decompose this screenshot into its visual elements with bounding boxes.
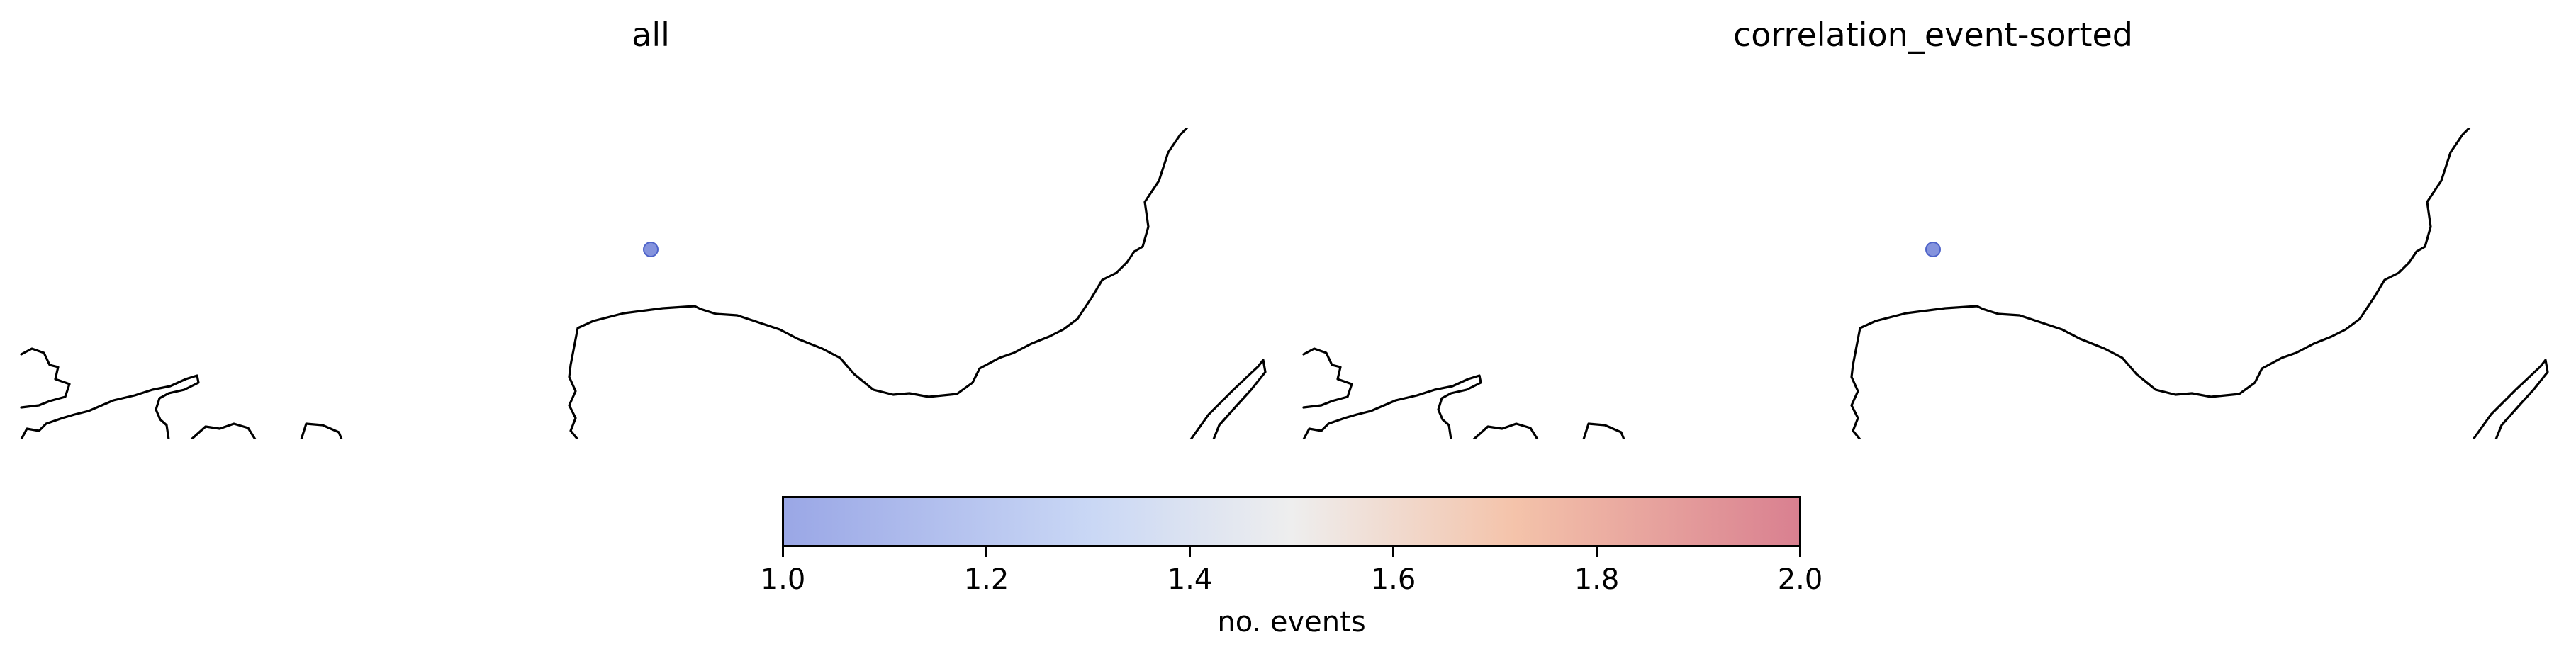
colorbar-tick-label: 1.0 [760, 563, 806, 596]
colorbar-tick [1799, 547, 1801, 557]
coastline-group [1302, 128, 2549, 439]
colorbar-tick-label: 1.4 [1167, 563, 1213, 596]
coastline-west [20, 374, 200, 439]
coastline-west-islands [20, 347, 71, 409]
panel-title-all: all [632, 16, 670, 54]
colorbar-tick [1189, 547, 1191, 557]
coastline-west-coast2 [1472, 422, 1539, 439]
colorbar-tick [1596, 547, 1598, 557]
coastline-group [20, 128, 1267, 439]
event-marker [1925, 242, 1941, 257]
coastline-main [568, 128, 1189, 439]
colorbar-tick [782, 547, 784, 557]
colorbar-tick [985, 547, 987, 557]
coastline-east-spit [2472, 359, 2549, 439]
colorbar-tick [1392, 547, 1394, 557]
map-panel-correlation [1302, 128, 2549, 439]
coastline-west-coast3 [300, 422, 343, 439]
coastline-west [1302, 374, 1482, 439]
colorbar-tick-label: 1.8 [1574, 563, 1620, 596]
coastline-west-coast2 [190, 422, 257, 439]
coastline-west-islands [1302, 347, 1353, 409]
coastline-east-spit [1189, 359, 1267, 439]
colorbar-label: no. events [1217, 606, 1366, 638]
colorbar-tick-label: 2.0 [1777, 563, 1823, 596]
map-panel-all [20, 128, 1267, 439]
coastline-west-coast3 [1582, 422, 1625, 439]
colorbar [782, 496, 1801, 547]
colorbar-tick-label: 1.6 [1370, 563, 1416, 596]
colorbar-tick-label: 1.2 [963, 563, 1009, 596]
event-marker [643, 242, 659, 257]
panel-title-correlation: correlation_event-sorted [1733, 16, 2133, 54]
coastline-main [1850, 128, 2472, 439]
